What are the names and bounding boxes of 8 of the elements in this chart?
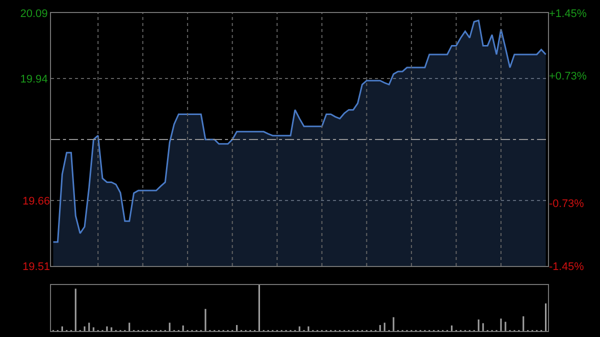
y2-tick-label: +1.45% xyxy=(549,8,587,20)
y-tick-label: 19.66 xyxy=(22,195,50,208)
y2-tick-label: -1.45% xyxy=(549,260,584,273)
y-tick-label: 19.94 xyxy=(20,73,48,86)
y2-tick-label: -0.73% xyxy=(549,198,584,210)
y2-tick-label: +0.73% xyxy=(549,70,587,83)
y-tick-label: 19.51 xyxy=(22,260,50,273)
y-tick-label: 20.09 xyxy=(20,8,48,20)
